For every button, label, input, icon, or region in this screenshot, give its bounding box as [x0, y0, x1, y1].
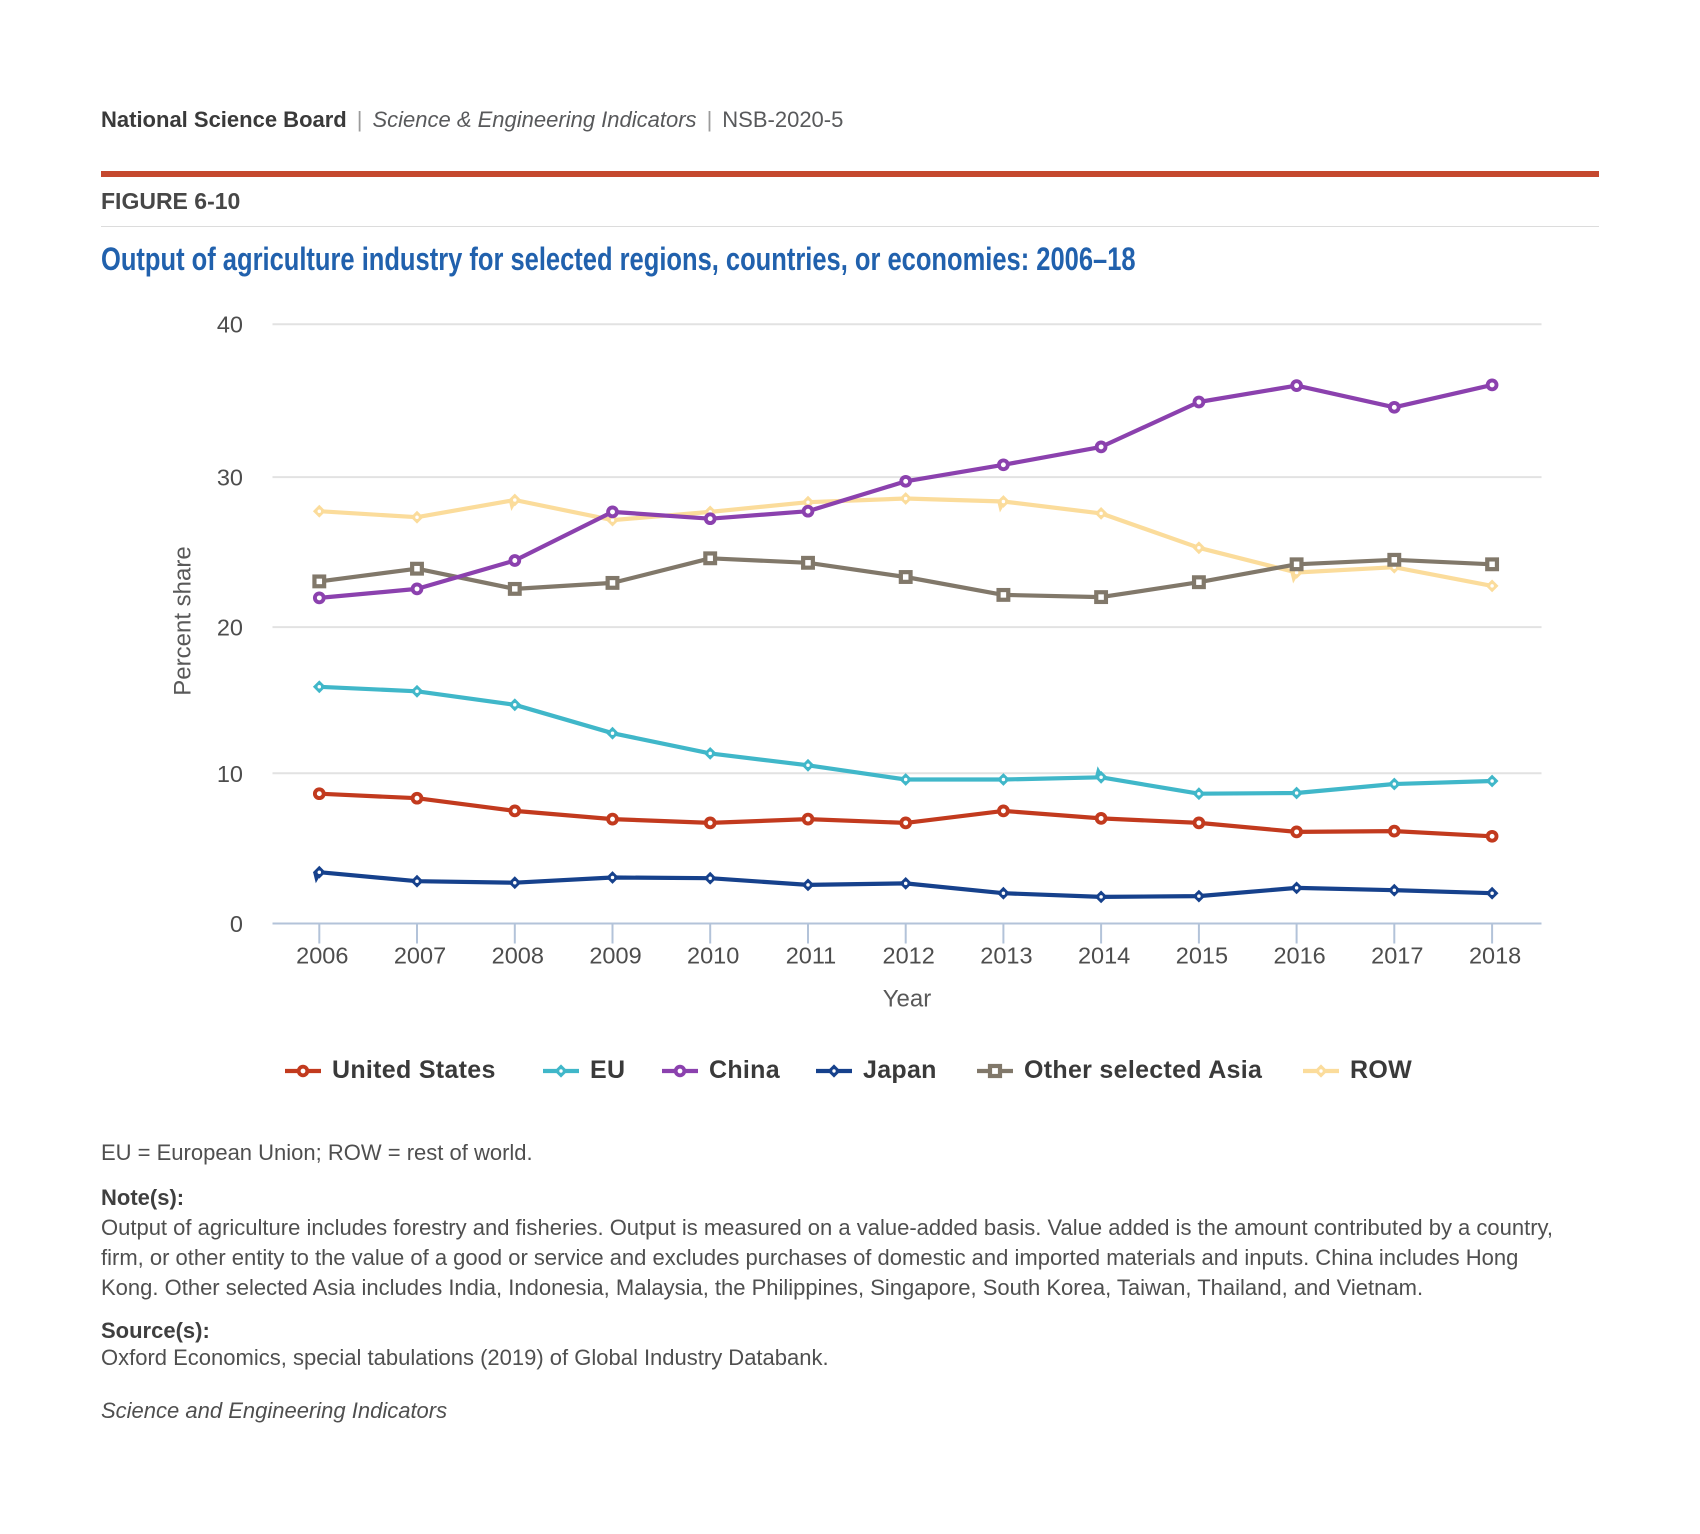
svg-text:2015: 2015	[1176, 943, 1228, 969]
svg-text:2016: 2016	[1273, 943, 1325, 969]
svg-text:2013: 2013	[980, 943, 1032, 969]
svg-text:2008: 2008	[492, 943, 544, 969]
svg-text:2012: 2012	[883, 943, 935, 969]
svg-text:2010: 2010	[687, 943, 739, 969]
svg-text:0: 0	[230, 911, 243, 937]
svg-text:2014: 2014	[1078, 943, 1130, 969]
svg-text:40: 40	[217, 312, 243, 338]
svg-text:2017: 2017	[1371, 943, 1423, 969]
svg-text:2009: 2009	[589, 943, 641, 969]
svg-text:2006: 2006	[296, 943, 348, 969]
svg-text:Percent share: Percent share	[170, 546, 197, 695]
svg-text:20: 20	[217, 615, 243, 641]
svg-text:2007: 2007	[394, 943, 446, 969]
svg-text:10: 10	[217, 761, 243, 787]
svg-text:2011: 2011	[786, 943, 837, 969]
svg-text:2018: 2018	[1469, 943, 1521, 969]
svg-text:30: 30	[217, 465, 243, 491]
svg-text:Year: Year	[883, 986, 932, 1013]
